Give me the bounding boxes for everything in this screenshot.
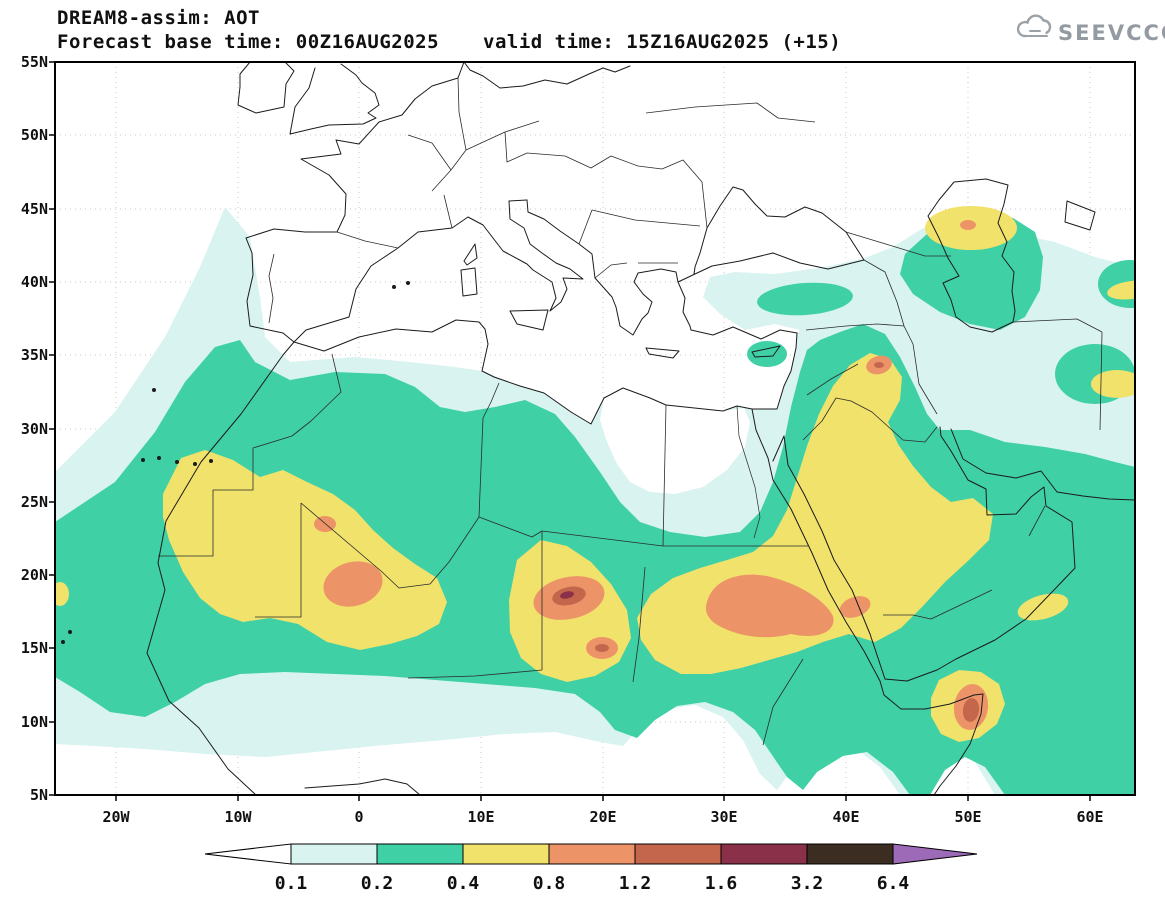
colorbar-segment-1.6-3.2 bbox=[720, 843, 808, 865]
colorbar-arrow-below-min bbox=[204, 843, 292, 865]
colorbar-label: 0.1 bbox=[275, 873, 308, 894]
forecast-base-time: Forecast base time: 00Z16AUG2025 bbox=[57, 31, 439, 53]
y-axis-label: 35N bbox=[21, 346, 48, 364]
y-axis-label: 45N bbox=[21, 200, 48, 218]
y-axis-label: 20N bbox=[21, 566, 48, 584]
header: DREAM8-assim: AOT Forecast base time: 00… bbox=[57, 7, 841, 53]
y-axis-label: 10N bbox=[21, 713, 48, 731]
coast-arabia-gulfs-iran bbox=[884, 426, 1135, 682]
x-axis-label: 60E bbox=[1076, 808, 1103, 826]
aot-region-0.8-1.2-sudan bbox=[705, 574, 834, 638]
aot-region-0.4-0.8-east-iran bbox=[1091, 370, 1135, 398]
coast-mediterranean-north bbox=[293, 199, 584, 343]
figure-title: DREAM8-assim: AOT bbox=[57, 7, 260, 29]
aot-region-1.2-1.6-chad-south bbox=[595, 644, 609, 652]
x-axis: 20W 10W 0 10E 20E 30E 40E 50E 60E bbox=[102, 808, 1103, 826]
x-axis-label: 40E bbox=[832, 808, 859, 826]
aot-region-0.8-1.2-mali bbox=[323, 561, 383, 607]
y-axis-label: 15N bbox=[21, 639, 48, 657]
map-plot bbox=[54, 61, 1136, 796]
colorbar-label: 1.6 bbox=[705, 873, 738, 894]
colorbar-segment-0.4-0.8 bbox=[462, 843, 550, 865]
coast-africa-mediterranean bbox=[293, 319, 798, 425]
colorbar-label: 0.4 bbox=[447, 873, 480, 894]
x-axis-label: 0 bbox=[354, 808, 363, 826]
colorbar: 0.1 0.2 0.4 0.8 1.2 1.6 3.2 6.4 bbox=[204, 843, 978, 894]
clear-pocket-egypt bbox=[600, 388, 750, 494]
coast-red-sea bbox=[751, 408, 886, 682]
aot-region-0.8-1.2-caspian bbox=[960, 220, 976, 230]
coast-islands bbox=[460, 243, 781, 359]
aot-region-0.2-0.4-levant-sea bbox=[747, 341, 787, 367]
colorbar-label: 6.4 bbox=[877, 873, 910, 894]
coast-black-sea bbox=[677, 186, 865, 283]
y-axis-label: 25N bbox=[21, 493, 48, 511]
aot-filled-contours bbox=[55, 206, 1135, 795]
y-axis-label: 30N bbox=[21, 420, 48, 438]
valid-time: valid time: 15Z16AUG2025 (+15) bbox=[483, 31, 841, 53]
colorbar-label: 3.2 bbox=[791, 873, 824, 894]
seevccc-logo: SEEVCCC bbox=[1016, 14, 1165, 45]
coast-iberia-france bbox=[245, 62, 465, 343]
aot-region-0.8-1.2-saudi bbox=[839, 596, 871, 618]
nile-river bbox=[736, 405, 761, 539]
aot-region-0.4-0.8-oman bbox=[1017, 593, 1069, 621]
coast-caspian-aral bbox=[927, 178, 1096, 333]
aot-region-0.4-0.8-west-sahara bbox=[163, 450, 447, 650]
colorbar-segment-1.2-1.6 bbox=[634, 843, 722, 865]
x-axis-label: 20W bbox=[102, 808, 130, 826]
x-axis-label: 20E bbox=[589, 808, 616, 826]
x-axis-label: 10E bbox=[467, 808, 494, 826]
y-axis-label: 50N bbox=[21, 126, 48, 144]
y-axis-label: 5N bbox=[30, 786, 48, 804]
colorbar-segment-0.2-0.4 bbox=[376, 843, 464, 865]
aot-region-0.2-0.4-anatolia bbox=[757, 282, 853, 316]
x-axis-label: 50E bbox=[954, 808, 981, 826]
coast-africa-atlantic bbox=[146, 341, 421, 795]
colorbar-label: 1.2 bbox=[619, 873, 652, 894]
colorbar-segment-3.2-6.4 bbox=[806, 843, 894, 865]
coast-adriatic-greece-aegean bbox=[526, 199, 692, 336]
y-axis-label: 55N bbox=[21, 53, 48, 71]
colorbar-segment-0.1-0.2 bbox=[290, 843, 378, 865]
aot-region-1.6-3.2-chad-core bbox=[560, 591, 574, 599]
x-axis-label: 30E bbox=[710, 808, 737, 826]
aot-region-0.4-0.8-aral-streak bbox=[1107, 280, 1135, 300]
aot-region-1.2-1.6-horn bbox=[962, 698, 980, 722]
colorbar-segment-0.8-1.2 bbox=[548, 843, 636, 865]
axis-ticks bbox=[49, 61, 1091, 801]
colorbar-label: 0.2 bbox=[361, 873, 394, 894]
x-axis-label: 10W bbox=[224, 808, 252, 826]
colorbar-arrow-above-max bbox=[892, 843, 978, 865]
coast-britain-ireland bbox=[237, 62, 380, 135]
aot-region-0.4-0.8-west-edge bbox=[55, 582, 69, 606]
aot-region-1.2-1.6-iraq bbox=[874, 362, 884, 368]
colorbar-label: 0.8 bbox=[533, 873, 566, 894]
y-axis: 55N 50N 45N 40N 35N 30N 25N 20N 15N 10N … bbox=[21, 53, 48, 804]
logo-text: SEEVCCC bbox=[1058, 21, 1165, 45]
country-borders bbox=[158, 77, 1103, 746]
coastlines bbox=[61, 62, 1135, 795]
y-axis-label: 40N bbox=[21, 273, 48, 291]
coast-north-sea-baltic bbox=[463, 62, 631, 89]
cloud-icon bbox=[1016, 14, 1052, 38]
coast-horn-of-africa bbox=[879, 680, 984, 795]
